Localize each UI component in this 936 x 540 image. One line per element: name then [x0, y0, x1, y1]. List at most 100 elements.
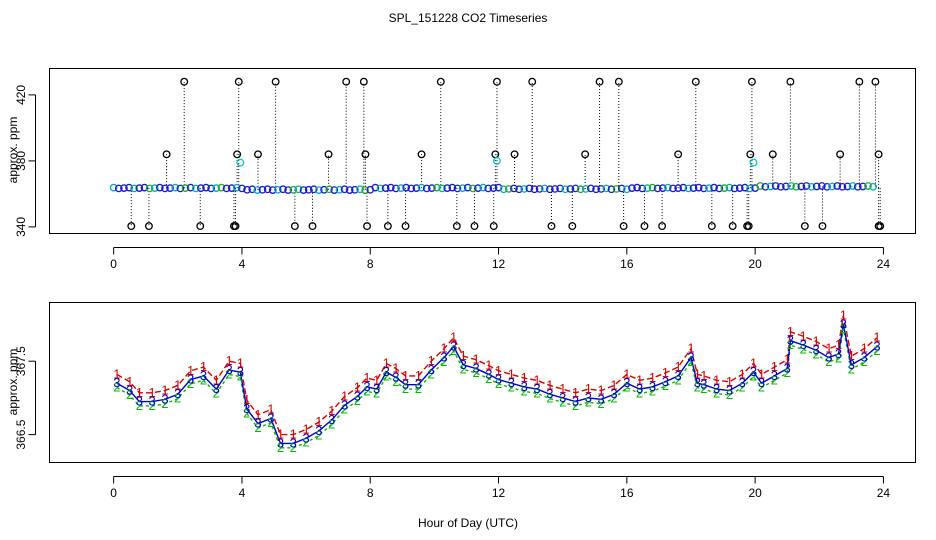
- series-3-point: 3: [485, 366, 492, 381]
- outlier-high-point: [492, 77, 501, 86]
- series-2-point: 2: [812, 347, 819, 362]
- baseline-point: [689, 184, 698, 192]
- series-1-point: 1: [254, 407, 261, 422]
- series-3-point: 3: [187, 372, 194, 387]
- series-2-point: 2: [402, 381, 409, 396]
- top-y-tick-label: 420: [14, 85, 28, 105]
- series-2-point: 2: [290, 440, 297, 455]
- series-1-point: 1: [460, 348, 467, 363]
- series-3-point: 3: [662, 374, 669, 389]
- series-2-point: 2: [161, 396, 168, 411]
- baseline-point: [669, 184, 677, 193]
- series-3-point: 3: [149, 394, 156, 409]
- top-x-tick-label: 4: [239, 257, 246, 271]
- series-3-point: 3: [825, 350, 832, 365]
- baseline-point: [576, 185, 585, 194]
- outlier-high-point: [855, 77, 864, 86]
- series-1-point: 1: [440, 341, 447, 356]
- series-3-point: 3: [598, 391, 605, 406]
- baseline-point: [309, 185, 318, 194]
- series-3-point: 3: [363, 379, 370, 394]
- series-1-point: 1: [415, 368, 422, 383]
- baseline-point: [807, 182, 816, 191]
- series-2-point: 2: [508, 380, 515, 395]
- baseline-point: [258, 185, 267, 194]
- series-2-point: 2: [213, 386, 220, 401]
- series-2-point: 2: [243, 405, 250, 420]
- baseline-point: [648, 183, 657, 192]
- top-x-tick-label: 16: [620, 257, 634, 271]
- outlier-high-point: [786, 77, 795, 86]
- series-1-point: 1: [200, 359, 207, 374]
- series-2-point: 2: [136, 398, 143, 413]
- outlier-high-point: [180, 77, 189, 86]
- series-3-point: 3: [267, 410, 274, 425]
- series-3-point: 3: [848, 357, 855, 372]
- outlier-low-point: [144, 222, 153, 231]
- series-2-point: 2: [800, 341, 807, 356]
- series-2-point: 2: [354, 393, 361, 408]
- series-1-point: 1: [225, 353, 232, 368]
- baseline-point: [227, 184, 236, 192]
- series-1-point: 1: [559, 381, 566, 396]
- series-1-point: 1: [113, 366, 120, 381]
- outlier-high-point: [528, 77, 537, 86]
- series-1-point: 1: [341, 388, 348, 403]
- series-1-point: 1: [277, 427, 284, 442]
- outlier-mid-point: [162, 150, 171, 159]
- series-2-point: 2: [373, 386, 380, 401]
- series-3-point: 3: [861, 350, 868, 365]
- series-3-point: 3: [402, 377, 409, 392]
- series-3-point: 3: [472, 361, 479, 376]
- baseline-point: [843, 182, 852, 191]
- series-3-point: 3: [383, 364, 390, 379]
- baseline-point: [448, 183, 457, 192]
- series-1-point: 1: [726, 374, 733, 389]
- outlier-mid-point: [768, 150, 777, 159]
- baseline-point: [433, 183, 441, 192]
- baseline-point: [520, 185, 529, 193]
- series-1-point: 1: [835, 337, 842, 352]
- baseline-point: [741, 183, 749, 192]
- baseline-point: [504, 185, 513, 193]
- series-3-point: 3: [174, 386, 181, 401]
- series-2-point: 2: [200, 372, 207, 387]
- series-2-point: 2: [758, 380, 765, 395]
- baseline-point: [587, 184, 595, 193]
- series-2-point: 2: [328, 416, 335, 431]
- series-3-point: 3: [495, 372, 502, 387]
- series-2-point: 2: [237, 369, 244, 384]
- baseline-point: [694, 183, 703, 192]
- series-1-point: 1: [149, 385, 156, 400]
- baseline-point: [166, 184, 174, 192]
- series-3-point: 3: [771, 368, 778, 383]
- series-2-point: 2: [450, 343, 457, 358]
- series-2-point: 2: [861, 354, 868, 369]
- baseline-point: [530, 185, 539, 194]
- outlier-low-point: [744, 222, 753, 231]
- series-3-point: 3: [787, 333, 794, 348]
- baseline-point: [381, 184, 390, 192]
- series-2-point: 2: [472, 365, 479, 380]
- outlier-low-point: [568, 222, 577, 231]
- series-2-point: 2: [341, 402, 348, 417]
- series-2-point: 2: [784, 365, 791, 380]
- series-2-point: 2: [739, 380, 746, 395]
- baseline-point: [186, 183, 195, 192]
- baseline-point: [474, 184, 482, 192]
- series-2-point: 2: [873, 343, 880, 358]
- baseline-point: [125, 183, 133, 192]
- baseline-point: [797, 182, 806, 191]
- bottom-y-axis: 366.5 367.5: [14, 346, 36, 450]
- series-1-point: 1: [450, 330, 457, 345]
- baseline-point: [356, 185, 364, 194]
- outlier-low-point: [196, 222, 205, 231]
- series-1-point: 1: [662, 365, 669, 380]
- baseline-point: [556, 184, 564, 193]
- series-1-point: 1: [623, 366, 630, 381]
- series-2-point: 2: [485, 371, 492, 386]
- outlier-low-point: [658, 222, 667, 231]
- baseline-point: [638, 184, 647, 193]
- series-3-point: 3: [254, 416, 261, 431]
